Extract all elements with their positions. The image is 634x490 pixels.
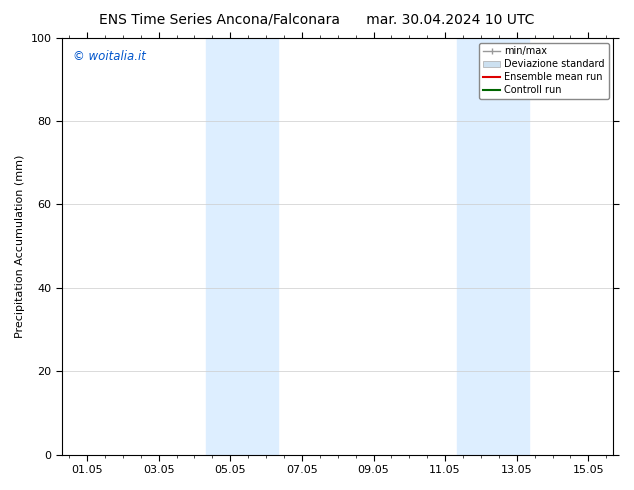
- Bar: [457, 38, 529, 455]
- Legend: min/max, Deviazione standard, Ensemble mean run, Controll run: min/max, Deviazione standard, Ensemble m…: [479, 43, 609, 99]
- Text: ENS Time Series Ancona/Falconara      mar. 30.04.2024 10 UTC: ENS Time Series Ancona/Falconara mar. 30…: [100, 12, 534, 26]
- Y-axis label: Precipitation Accumulation (mm): Precipitation Accumulation (mm): [15, 154, 25, 338]
- Text: © woitalia.it: © woitalia.it: [73, 50, 146, 63]
- Title: ENS Time Series Ancona/Falconara        mar. 30.04.2024 10 UTC: ENS Time Series Ancona/Falconara mar. 30…: [0, 489, 1, 490]
- Bar: [206, 38, 278, 455]
